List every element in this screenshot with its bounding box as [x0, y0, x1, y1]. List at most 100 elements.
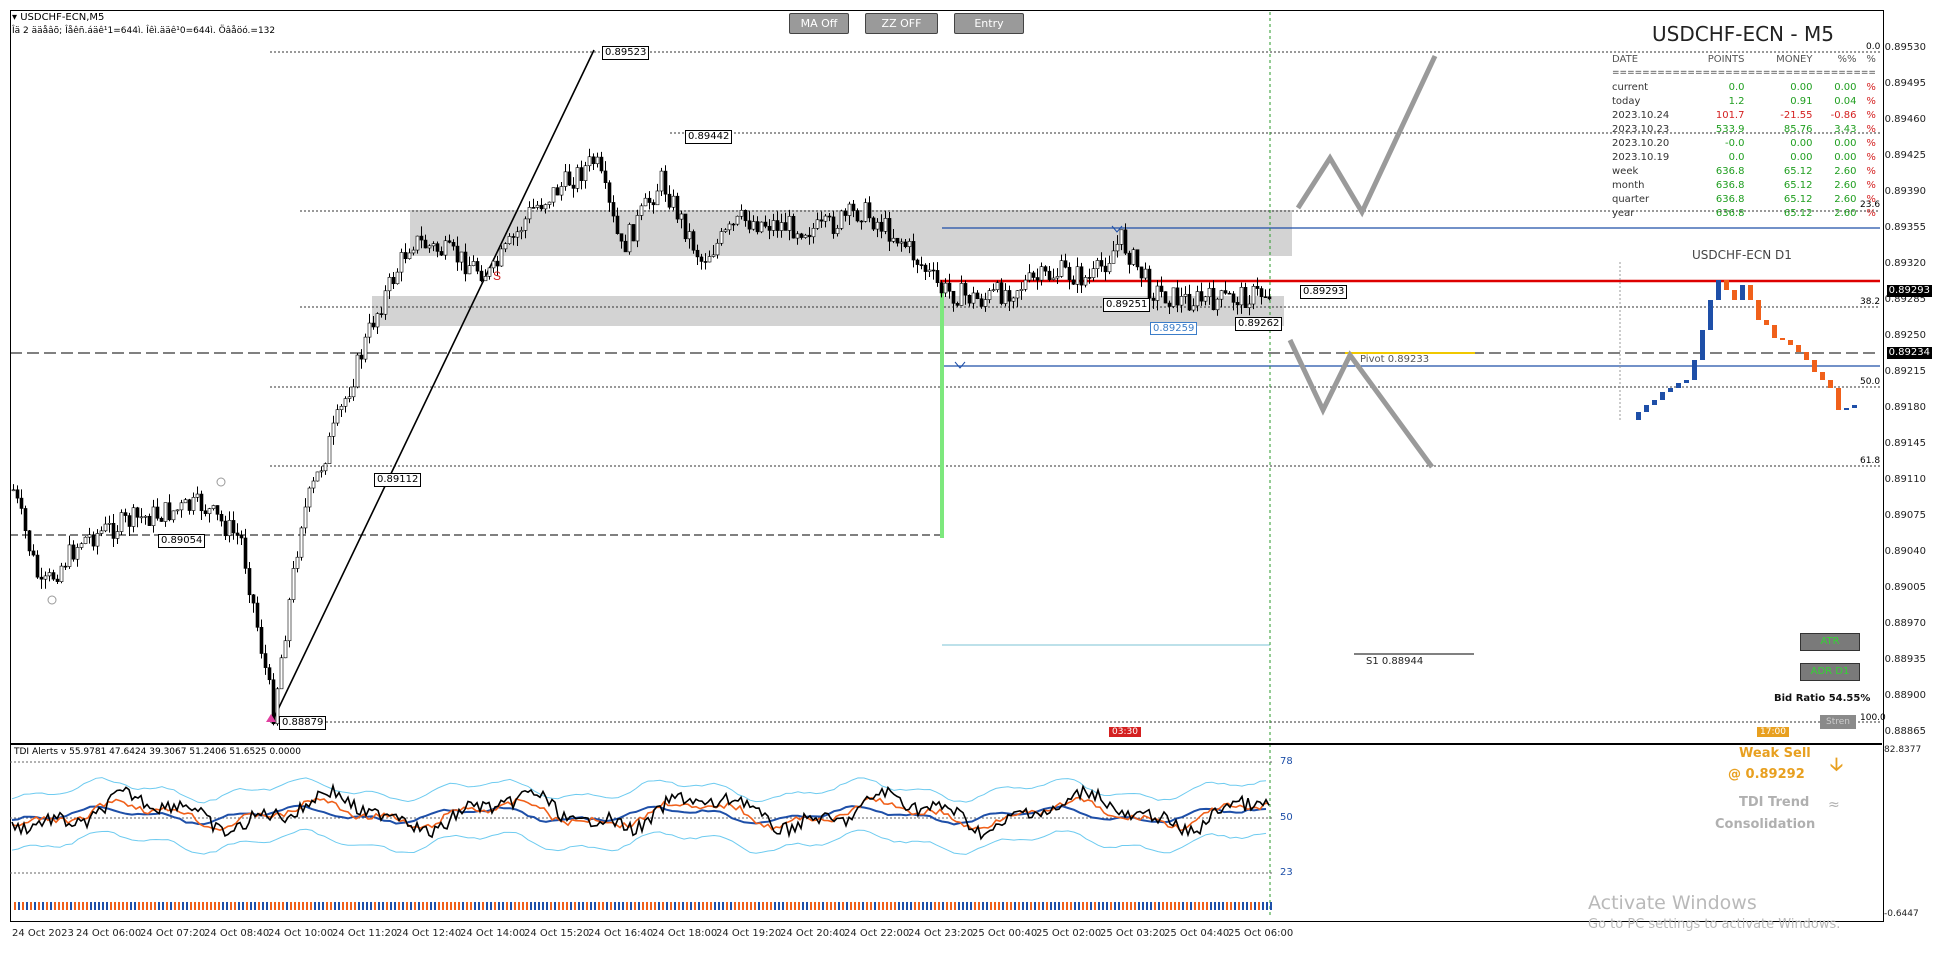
- candle-body: [987, 290, 992, 300]
- tdi-header: TDI Alerts v 55.9781 47.6424 39.3067 51.…: [14, 747, 301, 757]
- candle-body: [767, 225, 772, 231]
- tdi-signal-dot: [598, 902, 600, 910]
- candle-body: [495, 260, 500, 267]
- candle-body: [783, 222, 788, 231]
- price-axis-label: 0.88970: [1884, 618, 1926, 629]
- tdi-signal-dot: [994, 902, 996, 910]
- candle-body: [1251, 286, 1256, 305]
- tdi-signal-dot: [438, 902, 440, 910]
- candle-body: [807, 234, 812, 238]
- zz-toggle-button[interactable]: ZZ OFF: [865, 13, 938, 34]
- ma-toggle-button[interactable]: MA Off: [789, 13, 849, 34]
- chart-window[interactable]: [10, 10, 1884, 922]
- tdi-signal-dot: [1038, 902, 1040, 910]
- time-axis-label: 24 Oct 07:20: [140, 928, 206, 939]
- tdi-signal-dot: [178, 902, 180, 910]
- tdi-signal-dot: [270, 902, 272, 910]
- mini-candle: [1668, 388, 1673, 392]
- tdi-signal-dot: [354, 902, 356, 910]
- candle-body: [447, 240, 452, 243]
- candle-body: [395, 271, 400, 285]
- candle-body: [423, 239, 428, 249]
- mini-candle: [1804, 352, 1809, 360]
- candle-body: [1007, 290, 1012, 302]
- candle-body: [1127, 252, 1132, 265]
- candle-body: [771, 220, 776, 231]
- candle-body: [135, 507, 140, 518]
- candle-body: [1147, 268, 1152, 299]
- stats-pct: 2.60: [1834, 193, 1857, 205]
- entry-button[interactable]: Entry: [954, 13, 1024, 34]
- tdi-signal-dot: [290, 902, 292, 910]
- candle-body: [1215, 298, 1220, 311]
- tdi-signal-dot: [906, 902, 908, 910]
- stats-pct: 0.00: [1834, 151, 1857, 163]
- candle-body: [359, 354, 364, 360]
- candle-body: [83, 536, 88, 544]
- candle-body: [1095, 260, 1100, 269]
- tdi-axis-bottom: -0.6447: [1884, 909, 1919, 919]
- candle-body: [939, 282, 944, 294]
- signal-price: @ 0.89292: [1728, 767, 1805, 782]
- tdi-signal-dot: [494, 902, 496, 910]
- candle-body: [863, 202, 868, 222]
- time-axis-label: 24 Oct 20:40: [780, 928, 846, 939]
- tdi-signal-dot: [922, 902, 924, 910]
- candle-body: [839, 210, 844, 229]
- mini-candle: [1676, 383, 1681, 388]
- candle-body: [571, 184, 576, 189]
- stats-money: 65.12: [1783, 193, 1813, 205]
- tdi-signal-dot: [862, 902, 864, 910]
- tdi-signal-dot: [930, 902, 932, 910]
- time-axis-label: 25 Oct 03:20: [1100, 928, 1166, 939]
- tdi-signal-dot: [1158, 902, 1160, 910]
- tdi-signal-dot: [1058, 902, 1060, 910]
- tdi-signal-dot: [818, 902, 820, 910]
- time-axis-label: 25 Oct 00:40: [972, 928, 1038, 939]
- tdi-level-78: 78: [1280, 756, 1293, 767]
- candle-body: [143, 515, 148, 518]
- tdi-signal-dot: [1122, 902, 1124, 910]
- stats-row: quarter 636.8 65.12 2.60%: [1608, 192, 1880, 206]
- tdi-signal-dot: [558, 902, 560, 910]
- tdi-signal-dot: [630, 902, 632, 910]
- fib-label-100: 100.0: [1860, 713, 1886, 723]
- tdi-signal-dot: [566, 902, 568, 910]
- candle-body: [43, 575, 48, 580]
- stats-unit: %: [1866, 123, 1876, 135]
- tdi-signal-dot: [118, 902, 120, 910]
- candle-body: [703, 261, 708, 263]
- candle-body: [471, 261, 476, 266]
- candle-body: [799, 233, 804, 238]
- tdi-signal-dot: [526, 902, 528, 910]
- candle-body: [255, 602, 260, 628]
- tdi-signal-dot: [1182, 902, 1184, 910]
- candle-body: [463, 251, 468, 275]
- candle-body: [679, 213, 684, 220]
- tdi-signal-dot: [1102, 902, 1104, 910]
- strength-button[interactable]: Stren: [1820, 715, 1856, 729]
- tdi-signal-dot: [462, 902, 464, 910]
- tdi-signal-dot: [950, 902, 952, 910]
- tdi-signal-dot: [82, 902, 84, 910]
- atr-button[interactable]: ATR: [1800, 633, 1860, 651]
- adr-button[interactable]: ADR D1: [1800, 663, 1860, 681]
- candle-body: [743, 209, 748, 222]
- stats-pct: 0.04: [1834, 95, 1857, 107]
- mini-candle: [1828, 380, 1833, 388]
- tdi-signal-dot: [838, 902, 840, 910]
- tdi-signal-dot: [14, 902, 16, 910]
- tdi-signal-dot: [534, 902, 536, 910]
- candle-body: [279, 657, 284, 690]
- stats-date: 2023.10.23: [1612, 123, 1670, 135]
- tdi-signal-dot: [306, 902, 308, 910]
- stats-date: current: [1612, 81, 1649, 93]
- tdi-signal-dot: [370, 902, 372, 910]
- tdi-signal-dot: [482, 902, 484, 910]
- tdi-signal-dot: [550, 902, 552, 910]
- candle-body: [1155, 285, 1160, 301]
- candle-body: [23, 508, 28, 532]
- signal-title: Weak Sell: [1739, 746, 1811, 761]
- mini-candle: [1692, 360, 1697, 380]
- candle-body: [243, 537, 248, 569]
